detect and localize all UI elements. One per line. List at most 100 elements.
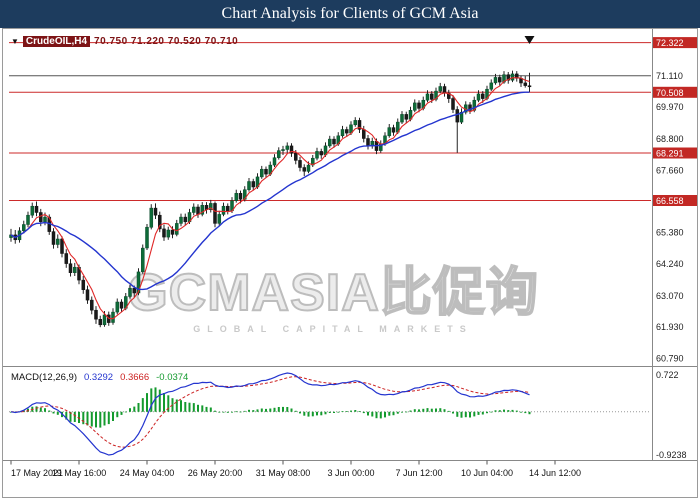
macd-histogram-bar [299, 411, 301, 414]
candle-body [119, 301, 124, 309]
macd-line [10, 372, 530, 456]
candle-body [404, 114, 409, 120]
macd-histogram-bar [56, 411, 59, 415]
time-axis-label: 26 May 20:00 [188, 468, 243, 478]
price-axis-label: 71.110 [656, 71, 683, 81]
price-level-badge-label: 70.508 [656, 88, 684, 98]
candle-body [81, 279, 86, 290]
symbol-label: ▼ CrudeOIL,H4 70.750 71.220 70.520 70.71… [11, 36, 238, 47]
candle-body [281, 149, 285, 151]
macd-histogram-bar [350, 410, 352, 412]
candle-body [209, 203, 213, 210]
candle-body [328, 138, 332, 147]
candle-body [442, 86, 447, 94]
macd-histogram-bar [150, 388, 153, 412]
candle-body [43, 216, 47, 223]
candle-body [481, 93, 485, 99]
macd-histogram-bar [44, 408, 46, 412]
candle-body [345, 129, 349, 134]
candle-body [162, 228, 166, 238]
macd-histogram-bar [205, 406, 208, 412]
chart-canvas[interactable]: GCMASIA比促询 GLOBAL CAPITAL MARKETS 71.110… [2, 28, 698, 498]
page-title: Chart Analysis for Clients of GCM Asia [221, 5, 479, 22]
macd-histogram-bar [367, 411, 369, 416]
macd-histogram-bar [129, 408, 131, 412]
down-arrow-marker[interactable] [524, 36, 535, 44]
macd-histogram-bar [65, 411, 68, 420]
macd-histogram-bar [443, 409, 446, 412]
macd-histogram-bar [273, 407, 276, 412]
macd-histogram-bar [260, 408, 263, 412]
candle-body [234, 193, 239, 201]
macd-histogram-bar [473, 411, 476, 417]
macd-histogram-bar [511, 409, 514, 412]
chevron-down-icon[interactable]: ▼ [11, 36, 19, 46]
candle-body [145, 226, 149, 249]
macd-histogram-bar [73, 411, 76, 422]
candle-body [175, 223, 179, 235]
candle-body [391, 127, 396, 133]
macd-histogram-bar [520, 411, 522, 413]
macd-histogram-bar [167, 395, 170, 412]
macd-histogram-bar [158, 389, 161, 412]
candle-body [298, 160, 302, 168]
macd-histogram-bar [396, 411, 399, 414]
candle-body [102, 314, 107, 326]
macd-histogram-bar [388, 411, 391, 416]
macd-histogram-bar [384, 411, 386, 418]
macd-histogram-bar [282, 406, 284, 412]
candle-body [523, 82, 528, 86]
time-axis-label: 24 May 04:00 [120, 468, 175, 478]
candle-body [170, 229, 175, 235]
macd-name: MACD(12,26,9) [11, 372, 77, 383]
candle-body [64, 253, 69, 264]
candle-body [430, 93, 434, 100]
macd-histogram-bar [78, 411, 80, 423]
candle-body [115, 301, 120, 313]
macd-histogram-bar [392, 411, 395, 416]
macd-histogram-bar [418, 409, 420, 412]
macd-histogram-bar [452, 411, 454, 414]
macd-histogram-bar [209, 407, 212, 412]
time-axis-label: 19 May 16:00 [52, 468, 107, 478]
macd-histogram-bar [226, 411, 229, 413]
macd-histogram-bar [401, 411, 403, 413]
macd-histogram-bar [464, 411, 467, 418]
candle-body [141, 247, 145, 273]
macd-histogram-bar [341, 411, 344, 412]
time-axis-label: 7 Jun 12:00 [395, 468, 442, 478]
candle-body [498, 77, 502, 83]
candle-body [22, 224, 26, 232]
candle-body [30, 205, 35, 216]
candle-body [251, 181, 256, 188]
candle-body [434, 90, 438, 100]
macd-histogram-bar [354, 410, 357, 412]
macd-signal-line [10, 376, 530, 448]
macd-histogram-bar [107, 411, 110, 425]
macd-histogram-bar [239, 411, 242, 413]
candle-body [98, 319, 103, 326]
price-axis-label: 61.930 [656, 322, 684, 332]
macd-histogram-bar [184, 402, 187, 412]
candle-body [366, 138, 370, 147]
macd-histogram-bar [358, 411, 361, 412]
macd-histogram-bar [137, 403, 140, 412]
candle-body [200, 205, 205, 215]
candle-body [217, 214, 222, 224]
macd-histogram-bar [307, 411, 310, 417]
candle-body [128, 288, 132, 297]
candle-body [94, 309, 98, 320]
price-chart[interactable]: 71.110 69.970 68.800 67.660 65.380 64.240 63.0… [3, 29, 697, 497]
candle-body [272, 157, 277, 166]
macd-histogram-bar [248, 409, 250, 412]
candle-body [425, 93, 430, 101]
macd-histogram-bar [528, 411, 531, 415]
macd-histogram-bar [486, 411, 488, 414]
macd-histogram-bar [201, 405, 204, 412]
macd-histogram-bar [311, 411, 314, 417]
candle-body [362, 129, 366, 139]
macd-histogram-bar [48, 410, 51, 412]
candle-body [90, 299, 94, 311]
macd-histogram-bar [188, 402, 191, 412]
macd-histogram-bar [231, 411, 233, 413]
